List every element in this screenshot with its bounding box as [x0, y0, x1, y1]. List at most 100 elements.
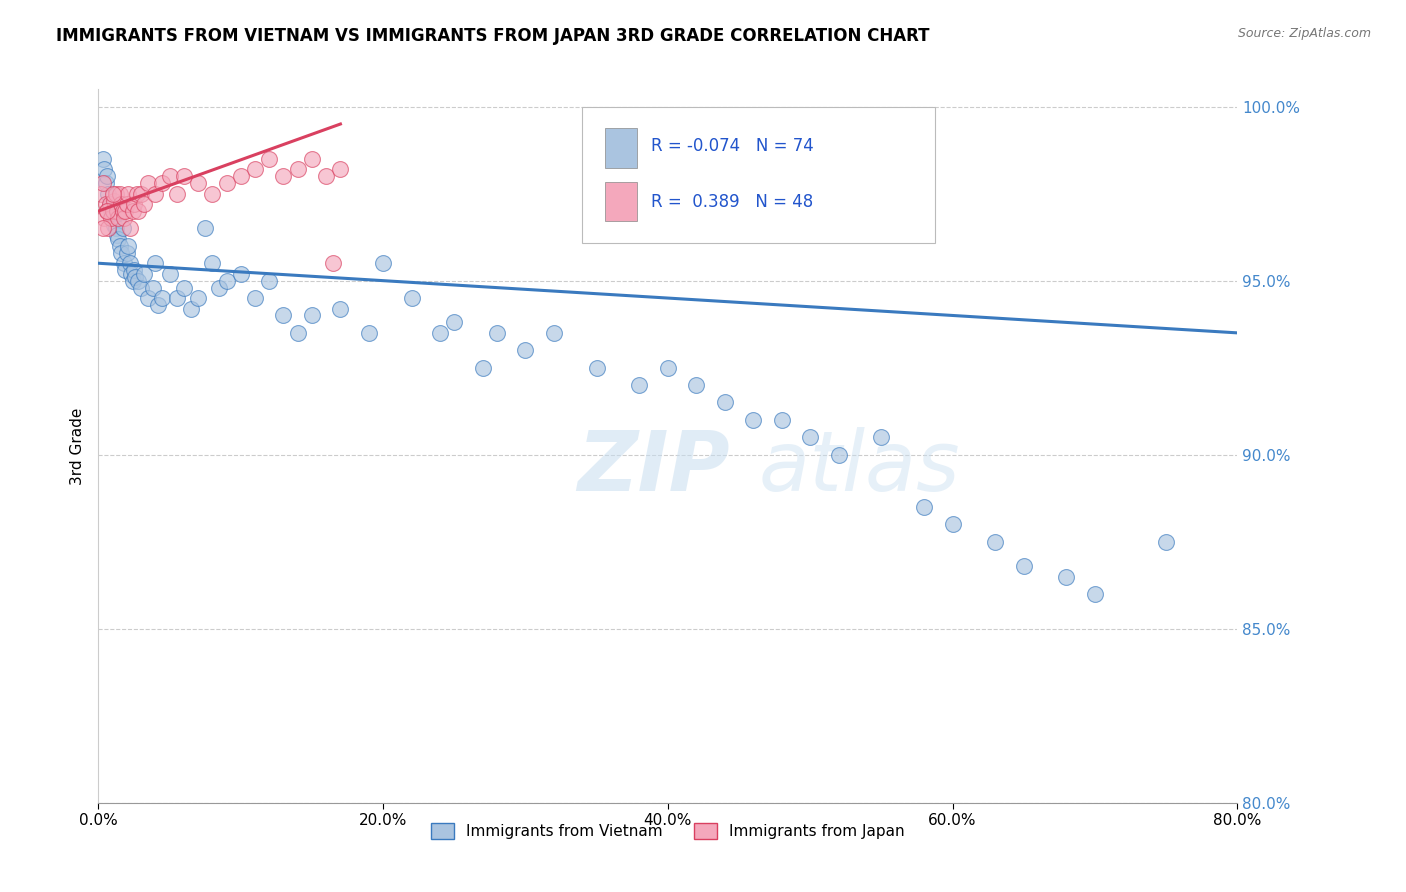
Point: [110, 197, 132, 211]
Point: [122, 263, 145, 277]
Point: [585, 360, 607, 375]
Point: [371, 256, 394, 270]
Point: [105, 204, 128, 219]
Point: [121, 204, 143, 219]
Point: [912, 500, 935, 514]
Point: [94, 197, 117, 211]
Point: [159, 267, 181, 281]
Point: [329, 301, 352, 316]
Point: [273, 169, 295, 184]
Text: atlas: atlas: [759, 427, 960, 508]
Point: [215, 176, 238, 190]
Point: [132, 267, 155, 281]
Point: [515, 343, 537, 358]
Point: [118, 256, 141, 270]
Point: [742, 413, 765, 427]
Point: [145, 256, 167, 270]
Point: [628, 378, 651, 392]
Bar: [605, 182, 637, 221]
Point: [215, 274, 238, 288]
Bar: [605, 128, 637, 168]
Point: [984, 534, 1007, 549]
Point: [486, 326, 509, 340]
Point: [229, 267, 252, 281]
Point: [103, 218, 125, 232]
Point: [208, 280, 231, 294]
Point: [357, 326, 380, 340]
Point: [173, 169, 195, 184]
Point: [107, 211, 129, 225]
Point: [117, 239, 139, 253]
Point: [93, 211, 115, 225]
Point: [127, 274, 149, 288]
Y-axis label: 3rd Grade: 3rd Grade: [69, 408, 84, 484]
Point: [124, 270, 146, 285]
Point: [91, 221, 114, 235]
Point: [129, 186, 152, 201]
Point: [111, 221, 134, 235]
Legend: Immigrants from Vietnam, Immigrants from Japan: Immigrants from Vietnam, Immigrants from…: [425, 817, 911, 845]
Point: [166, 186, 188, 201]
Point: [201, 256, 224, 270]
Point: [173, 280, 195, 294]
Point: [91, 176, 114, 190]
Point: [132, 197, 155, 211]
Point: [152, 291, 174, 305]
Point: [401, 291, 423, 305]
Point: [104, 221, 127, 235]
Point: [799, 430, 821, 444]
Point: [93, 162, 115, 177]
Point: [97, 186, 120, 201]
Point: [94, 176, 117, 190]
Point: [194, 221, 217, 235]
Point: [187, 176, 209, 190]
Text: Source: ZipAtlas.com: Source: ZipAtlas.com: [1237, 27, 1371, 40]
Point: [127, 204, 149, 219]
Point: [108, 186, 131, 201]
Point: [1056, 569, 1078, 583]
Point: [110, 245, 132, 260]
Point: [122, 197, 145, 211]
Point: [100, 204, 122, 219]
Point: [141, 280, 163, 294]
Point: [101, 211, 124, 225]
Point: [166, 291, 188, 305]
Text: ZIP: ZIP: [576, 427, 730, 508]
Point: [287, 162, 309, 177]
Point: [1154, 534, 1177, 549]
Point: [98, 197, 121, 211]
Point: [201, 186, 224, 201]
Point: [329, 162, 352, 177]
Point: [429, 326, 451, 340]
Point: [96, 169, 118, 184]
Point: [115, 245, 138, 260]
Point: [159, 169, 181, 184]
Point: [187, 291, 209, 305]
Point: [117, 186, 139, 201]
Point: [108, 239, 131, 253]
Point: [828, 448, 851, 462]
Point: [136, 291, 159, 305]
Point: [114, 263, 136, 277]
Point: [112, 256, 135, 270]
Point: [101, 186, 124, 201]
Point: [118, 221, 141, 235]
Point: [114, 204, 136, 219]
Point: [543, 326, 565, 340]
Point: [243, 162, 266, 177]
Point: [111, 204, 134, 219]
Point: [115, 197, 138, 211]
Point: [1084, 587, 1107, 601]
Point: [770, 413, 793, 427]
Point: [105, 228, 128, 243]
Point: [121, 274, 143, 288]
Point: [97, 221, 120, 235]
Point: [91, 152, 114, 166]
Point: [685, 378, 707, 392]
Point: [98, 197, 121, 211]
Point: [322, 256, 344, 270]
Text: IMMIGRANTS FROM VIETNAM VS IMMIGRANTS FROM JAPAN 3RD GRADE CORRELATION CHART: IMMIGRANTS FROM VIETNAM VS IMMIGRANTS FR…: [56, 27, 929, 45]
Point: [259, 152, 281, 166]
Point: [657, 360, 679, 375]
Point: [301, 152, 323, 166]
